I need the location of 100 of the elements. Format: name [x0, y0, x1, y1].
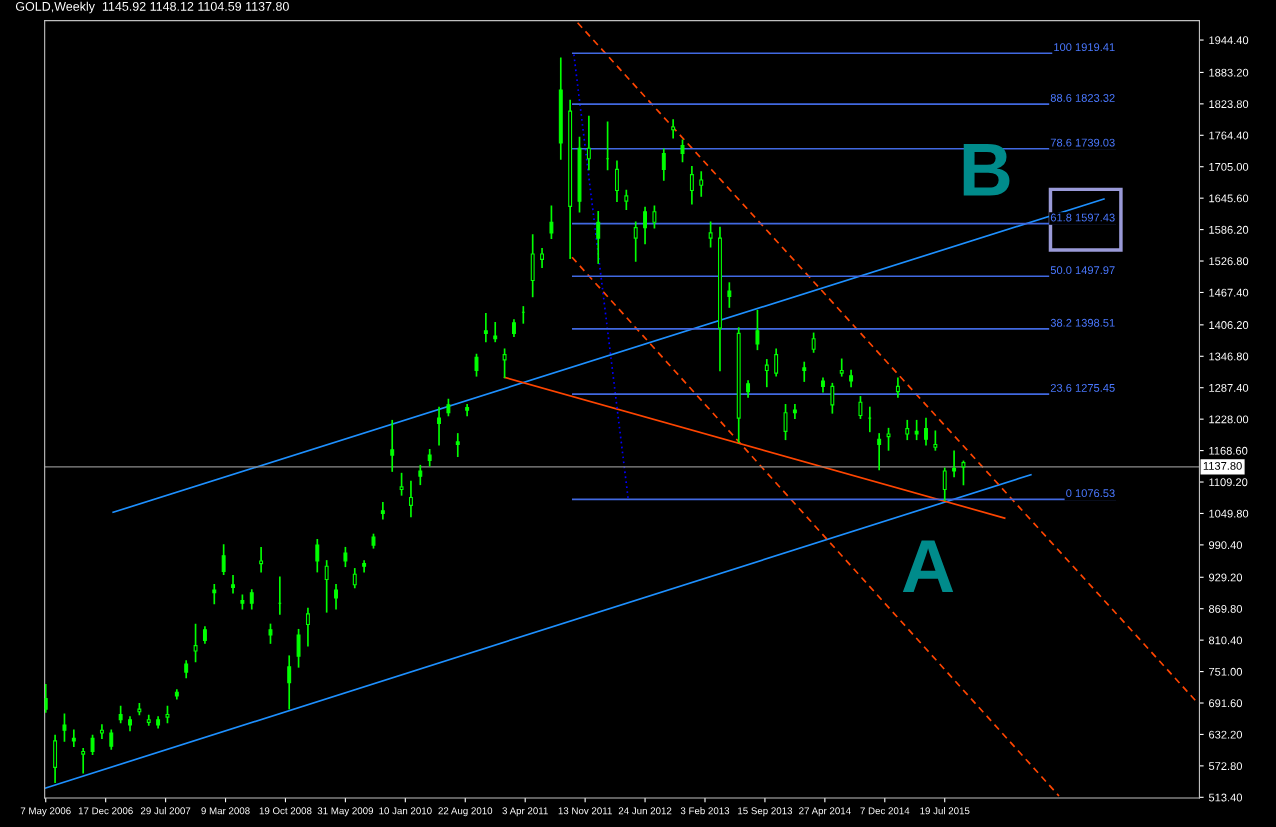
annotation: 88.6 1823.32	[1050, 94, 1115, 102]
candlestick	[380, 501, 385, 520]
annotation: 0 1076.53	[1066, 489, 1115, 498]
candlestick	[895, 377, 900, 398]
x-tick-label: 24 Jun 2012	[618, 807, 672, 815]
candlestick	[90, 734, 95, 755]
y-tick-label: 1944.40	[1209, 36, 1249, 45]
candlestick	[914, 419, 919, 441]
candlestick	[437, 406, 442, 446]
candlestick	[408, 480, 413, 518]
y-tick-label: 1168.60	[1209, 446, 1248, 455]
x-tick-label: 7 Dec 2014	[860, 807, 910, 815]
chart-title: GOLD,Weekly 1145.92 1148.12 1104.59 1137.80	[15, 1, 289, 14]
annotation: A	[902, 540, 954, 593]
candlestick	[877, 433, 882, 471]
candlestick	[586, 115, 591, 171]
y-tick-label: 1287.40	[1209, 383, 1249, 392]
candlestick	[858, 396, 863, 419]
y-tick-label: 751.00	[1209, 667, 1243, 676]
x-tick-label: 27 Apr 2014	[799, 807, 851, 817]
y-tick-label: 1823.80	[1209, 100, 1249, 108]
x-tick-label: 3 Feb 2013	[680, 807, 730, 815]
y-tick-label: 869.80	[1208, 604, 1243, 613]
candlestick	[343, 546, 348, 568]
candlestick	[296, 628, 301, 668]
candlestick	[689, 165, 694, 205]
candlestick	[81, 748, 86, 774]
candlestick	[493, 322, 498, 343]
candlestick	[287, 655, 292, 710]
candlestick	[99, 724, 104, 740]
y-tick-label: 1883.20	[1209, 68, 1249, 77]
candlestick	[44, 683, 48, 713]
y-tick-label: 990.40	[1208, 541, 1243, 550]
annotation: 50.0 1497.97	[1050, 266, 1115, 275]
candlestick	[221, 544, 226, 576]
candlestick	[727, 282, 732, 308]
x-tick-label: 31 May 2009	[317, 807, 374, 817]
candlestick	[540, 247, 545, 269]
annotation: B	[963, 143, 1010, 196]
candlestick	[867, 406, 872, 433]
candlestick	[624, 189, 629, 210]
candlestick	[596, 210, 601, 264]
candlestick	[792, 404, 797, 419]
candlestick	[680, 139, 685, 163]
candlestick	[109, 729, 114, 750]
y-tick-label: 572.80	[1208, 762, 1243, 771]
candlestick	[811, 332, 816, 353]
y-tick-label: 1406.20	[1209, 321, 1249, 329]
candlestick	[268, 623, 273, 644]
x-tick-label: 19 Oct 2008	[259, 807, 312, 815]
y-tick-label: 513.40	[1208, 793, 1243, 802]
candlestick	[305, 607, 310, 647]
y-tick-label: 1346.80	[1209, 352, 1249, 361]
candlestick	[315, 538, 320, 573]
candlestick	[886, 427, 891, 451]
candlestick	[259, 546, 264, 573]
y-tick-label: 929.20	[1208, 573, 1243, 582]
candlestick	[418, 464, 423, 486]
candlestick	[483, 313, 488, 343]
candlestick	[905, 419, 910, 441]
x-tick-label: 19 Jul 2015	[920, 807, 970, 815]
candlestick	[212, 583, 217, 605]
candlestick	[193, 623, 198, 663]
candlestick	[334, 583, 338, 610]
candlestick	[502, 348, 507, 379]
x-tick-label: 9 Mar 2008	[201, 807, 250, 815]
candlestick	[699, 171, 704, 197]
candlestick	[830, 382, 835, 414]
candlestick	[933, 430, 938, 451]
candlestick	[615, 160, 619, 202]
y-tick-label: 1705.00	[1209, 163, 1249, 171]
candlestick	[661, 148, 666, 181]
candlestick	[764, 359, 769, 388]
x-tick-label: 17 Dec 2006	[78, 807, 133, 815]
candlestick	[952, 450, 957, 478]
annotation: 78.6 1739.03	[1050, 138, 1115, 147]
y-tick-label: 632.20	[1209, 730, 1243, 739]
candlestick	[549, 205, 554, 240]
candlestick	[755, 309, 760, 351]
y-tick-label: 1467.40	[1209, 288, 1249, 297]
candlestick	[399, 472, 404, 496]
y-tick-label: 1764.40	[1209, 131, 1249, 140]
x-tick-label: 22 Aug 2010	[438, 807, 493, 817]
x-tick-label: 7 May 2006	[20, 807, 71, 817]
annotation: 100 1919.41	[1054, 43, 1115, 52]
candlestick	[783, 404, 788, 441]
candlestick	[249, 589, 254, 610]
ref-line-label: 1137.80	[1203, 462, 1242, 470]
candlestick	[62, 713, 67, 742]
candlestick	[390, 419, 395, 472]
y-tick-label: 691.60	[1209, 699, 1243, 708]
candlestick	[671, 119, 676, 139]
x-tick-label: 13 Nov 2011	[558, 807, 612, 815]
y-tick-label: 1228.00	[1209, 415, 1249, 424]
candlestick	[961, 460, 966, 486]
candlestick	[455, 433, 460, 458]
candlestick	[231, 574, 235, 594]
annotation: 23.6 1275.45	[1050, 383, 1115, 392]
x-tick-label: 15 Sep 2013	[738, 807, 793, 817]
candlestick	[942, 467, 947, 501]
